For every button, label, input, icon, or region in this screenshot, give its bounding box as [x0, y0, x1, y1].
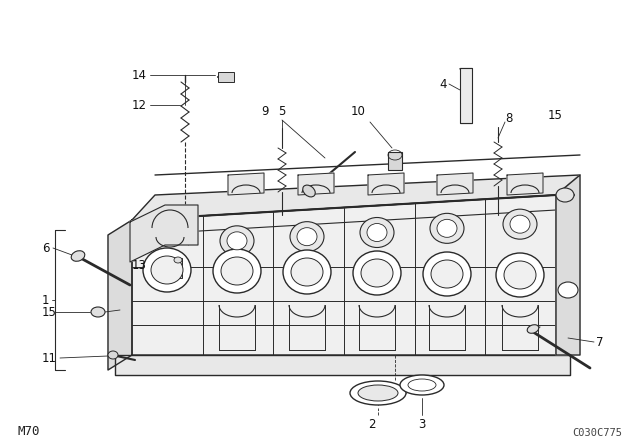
Ellipse shape [143, 248, 191, 292]
Polygon shape [368, 173, 404, 195]
Polygon shape [298, 173, 334, 195]
Ellipse shape [174, 257, 182, 263]
Text: 4: 4 [440, 78, 447, 90]
Ellipse shape [221, 257, 253, 285]
Ellipse shape [350, 381, 406, 405]
Ellipse shape [303, 185, 316, 197]
Ellipse shape [437, 220, 457, 237]
Ellipse shape [400, 375, 444, 395]
Text: 15: 15 [42, 306, 57, 319]
Ellipse shape [220, 226, 254, 256]
Ellipse shape [283, 250, 331, 294]
Polygon shape [437, 173, 473, 195]
Ellipse shape [503, 209, 537, 239]
Polygon shape [507, 173, 543, 195]
Ellipse shape [108, 351, 118, 359]
Ellipse shape [361, 259, 393, 287]
Text: 7: 7 [596, 336, 604, 349]
Text: C030C775: C030C775 [572, 428, 622, 438]
Ellipse shape [430, 213, 464, 243]
Text: 13: 13 [132, 258, 147, 271]
Text: 11: 11 [42, 352, 57, 365]
Ellipse shape [297, 228, 317, 246]
Text: M70: M70 [18, 425, 40, 438]
Text: 2: 2 [368, 418, 376, 431]
Ellipse shape [367, 224, 387, 241]
Ellipse shape [496, 253, 544, 297]
Ellipse shape [71, 251, 84, 261]
Ellipse shape [556, 188, 574, 202]
Polygon shape [132, 175, 580, 220]
Ellipse shape [227, 232, 247, 250]
Polygon shape [132, 195, 556, 355]
Ellipse shape [360, 217, 394, 247]
Text: 14: 14 [132, 69, 147, 82]
Ellipse shape [290, 222, 324, 252]
Text: 10: 10 [351, 105, 365, 118]
Bar [388, 152, 402, 170]
Bar [460, 68, 472, 123]
Polygon shape [108, 220, 132, 370]
Bar [218, 72, 234, 82]
Ellipse shape [431, 260, 463, 288]
Ellipse shape [353, 251, 401, 295]
Ellipse shape [408, 379, 436, 391]
Polygon shape [130, 205, 198, 262]
Polygon shape [228, 173, 264, 195]
Ellipse shape [558, 282, 578, 298]
Ellipse shape [504, 261, 536, 289]
Text: 6: 6 [42, 241, 49, 254]
Text: 5: 5 [278, 105, 285, 118]
Ellipse shape [527, 325, 539, 333]
Ellipse shape [91, 307, 105, 317]
Text: 3: 3 [419, 418, 426, 431]
Text: 1: 1 [42, 293, 49, 306]
Text: 12: 12 [132, 99, 147, 112]
Bar [174, 258, 182, 278]
Ellipse shape [358, 385, 398, 401]
Polygon shape [115, 355, 570, 375]
Ellipse shape [151, 256, 183, 284]
Ellipse shape [510, 215, 530, 233]
Ellipse shape [213, 249, 261, 293]
Ellipse shape [423, 252, 471, 296]
Ellipse shape [291, 258, 323, 286]
Polygon shape [556, 175, 580, 355]
Text: 8: 8 [505, 112, 513, 125]
Text: 9: 9 [261, 105, 269, 118]
Text: 15: 15 [548, 108, 563, 121]
